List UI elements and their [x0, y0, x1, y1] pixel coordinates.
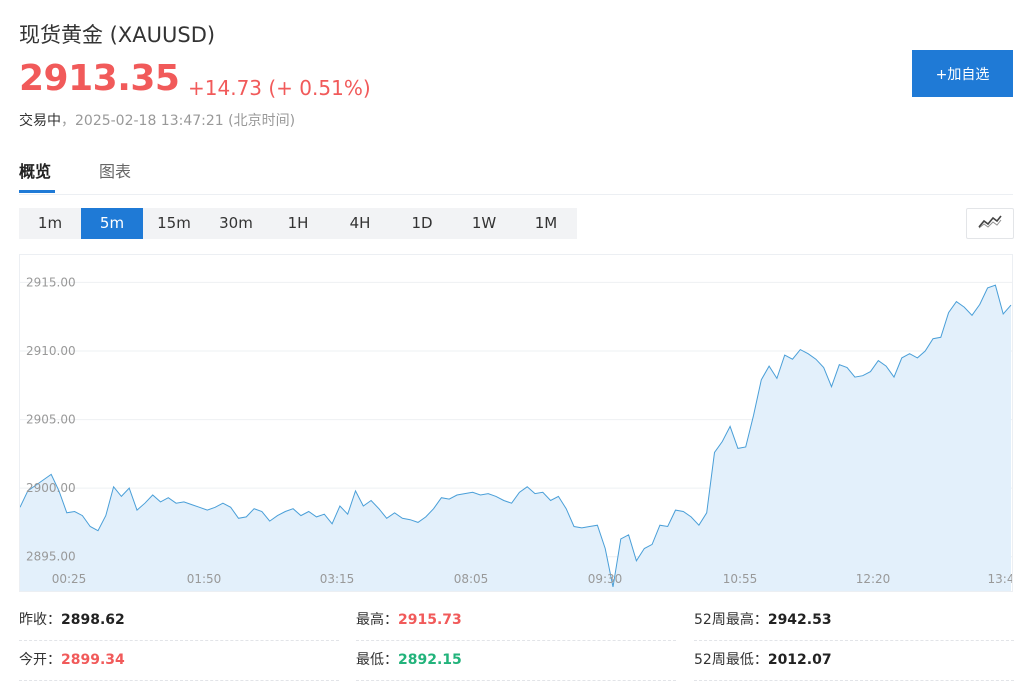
y-tick-label: 2895.00 [26, 550, 76, 564]
page-title: 现货黄金 (XAUUSD) [19, 23, 216, 47]
stat-value: 2012.07 [767, 652, 832, 668]
stat-label: 52周最高： [694, 612, 768, 628]
stat-value: 2915.73 [398, 612, 462, 628]
stat-value: 2892.15 [398, 652, 462, 668]
stat-prev-close: 昨收：2898.62 [19, 600, 339, 641]
add-to-watchlist-button[interactable]: +加自选 [912, 50, 1013, 97]
period-1h[interactable]: 1H [287, 214, 309, 232]
stat-label: 52周最低： [694, 652, 768, 668]
price-chart-svg: 2915.00 2910.00 2905.00 2900.00 2895.00 00:2… [19, 275, 1015, 591]
period-5m[interactable]: 5m [81, 208, 143, 239]
price-chart: 2915.00 2910.00 2905.00 2900.00 2895.00 00:2… [19, 254, 1015, 592]
period-30m[interactable]: 30m [219, 214, 253, 232]
stat-high: 最高：2915.73 [356, 600, 676, 641]
stat-open: 今开：2899.34 [19, 640, 339, 681]
period-1d[interactable]: 1D [411, 214, 433, 232]
y-tick-label: 2915.00 [26, 275, 76, 289]
y-axis-labels: 2915.00 2910.00 2905.00 2900.00 2895.00 [26, 275, 76, 563]
stat-label: 最高： [356, 612, 398, 628]
x-tick-label: 09:30 [588, 572, 623, 586]
tab-overview[interactable]: 概览 [19, 162, 52, 181]
stat-label: 今开： [19, 652, 61, 668]
y-tick-label: 2910.00 [26, 344, 76, 358]
stat-value: 2898.62 [61, 612, 125, 628]
stat-52w-high: 52周最高：2942.53 [694, 600, 1014, 641]
period-1w[interactable]: 1W [471, 214, 497, 232]
stat-52w-low: 52周最低：2012.07 [694, 640, 1014, 681]
stat-label: 昨收： [19, 612, 61, 628]
period-selector: 1m 5m 15m 30m 1H 4H 1D 1W 1M [19, 208, 577, 239]
y-tick-label: 2905.00 [26, 413, 76, 427]
chart-type-button[interactable] [966, 208, 1014, 239]
y-tick-label: 2900.00 [26, 481, 76, 495]
x-axis-labels: 00:25 01:50 03:15 08:05 09:30 10:55 12:20 13:4 [52, 572, 1015, 586]
period-4h[interactable]: 4H [349, 214, 371, 232]
status-label: 交易中 [19, 113, 61, 129]
period-1m[interactable]: 1m [37, 214, 63, 232]
x-tick-label: 03:15 [320, 572, 355, 586]
x-tick-label: 10:55 [723, 572, 758, 586]
stat-value: 2899.34 [61, 652, 125, 668]
price-change: +14.73 (+ 0.51%) [188, 76, 371, 100]
period-1mo[interactable]: 1M [534, 214, 558, 232]
period-15m[interactable]: 15m [157, 214, 191, 232]
current-price: 2913.35 [19, 58, 180, 99]
price-area [20, 285, 1011, 591]
stat-label: 最低： [356, 652, 398, 668]
x-tick-label: 13:4 [988, 572, 1012, 586]
stat-low: 最低：2892.15 [356, 640, 676, 681]
stat-value: 2942.53 [767, 612, 832, 628]
price-line [19, 284, 1012, 587]
tab-chart[interactable]: 图表 [99, 162, 132, 181]
tab-bar: 概览 图表 [19, 156, 1013, 195]
x-tick-label: 00:25 [52, 572, 87, 586]
x-tick-label: 08:05 [454, 572, 489, 586]
status-time: ，2025-02-18 13:47:21 (北京时间) [61, 113, 296, 129]
line-chart-icon [978, 214, 1002, 233]
x-tick-label: 01:50 [187, 572, 222, 586]
x-tick-label: 12:20 [856, 572, 891, 586]
active-tab-indicator [19, 190, 55, 193]
trading-status: 交易中，2025-02-18 13:47:21 (北京时间) [19, 110, 295, 130]
